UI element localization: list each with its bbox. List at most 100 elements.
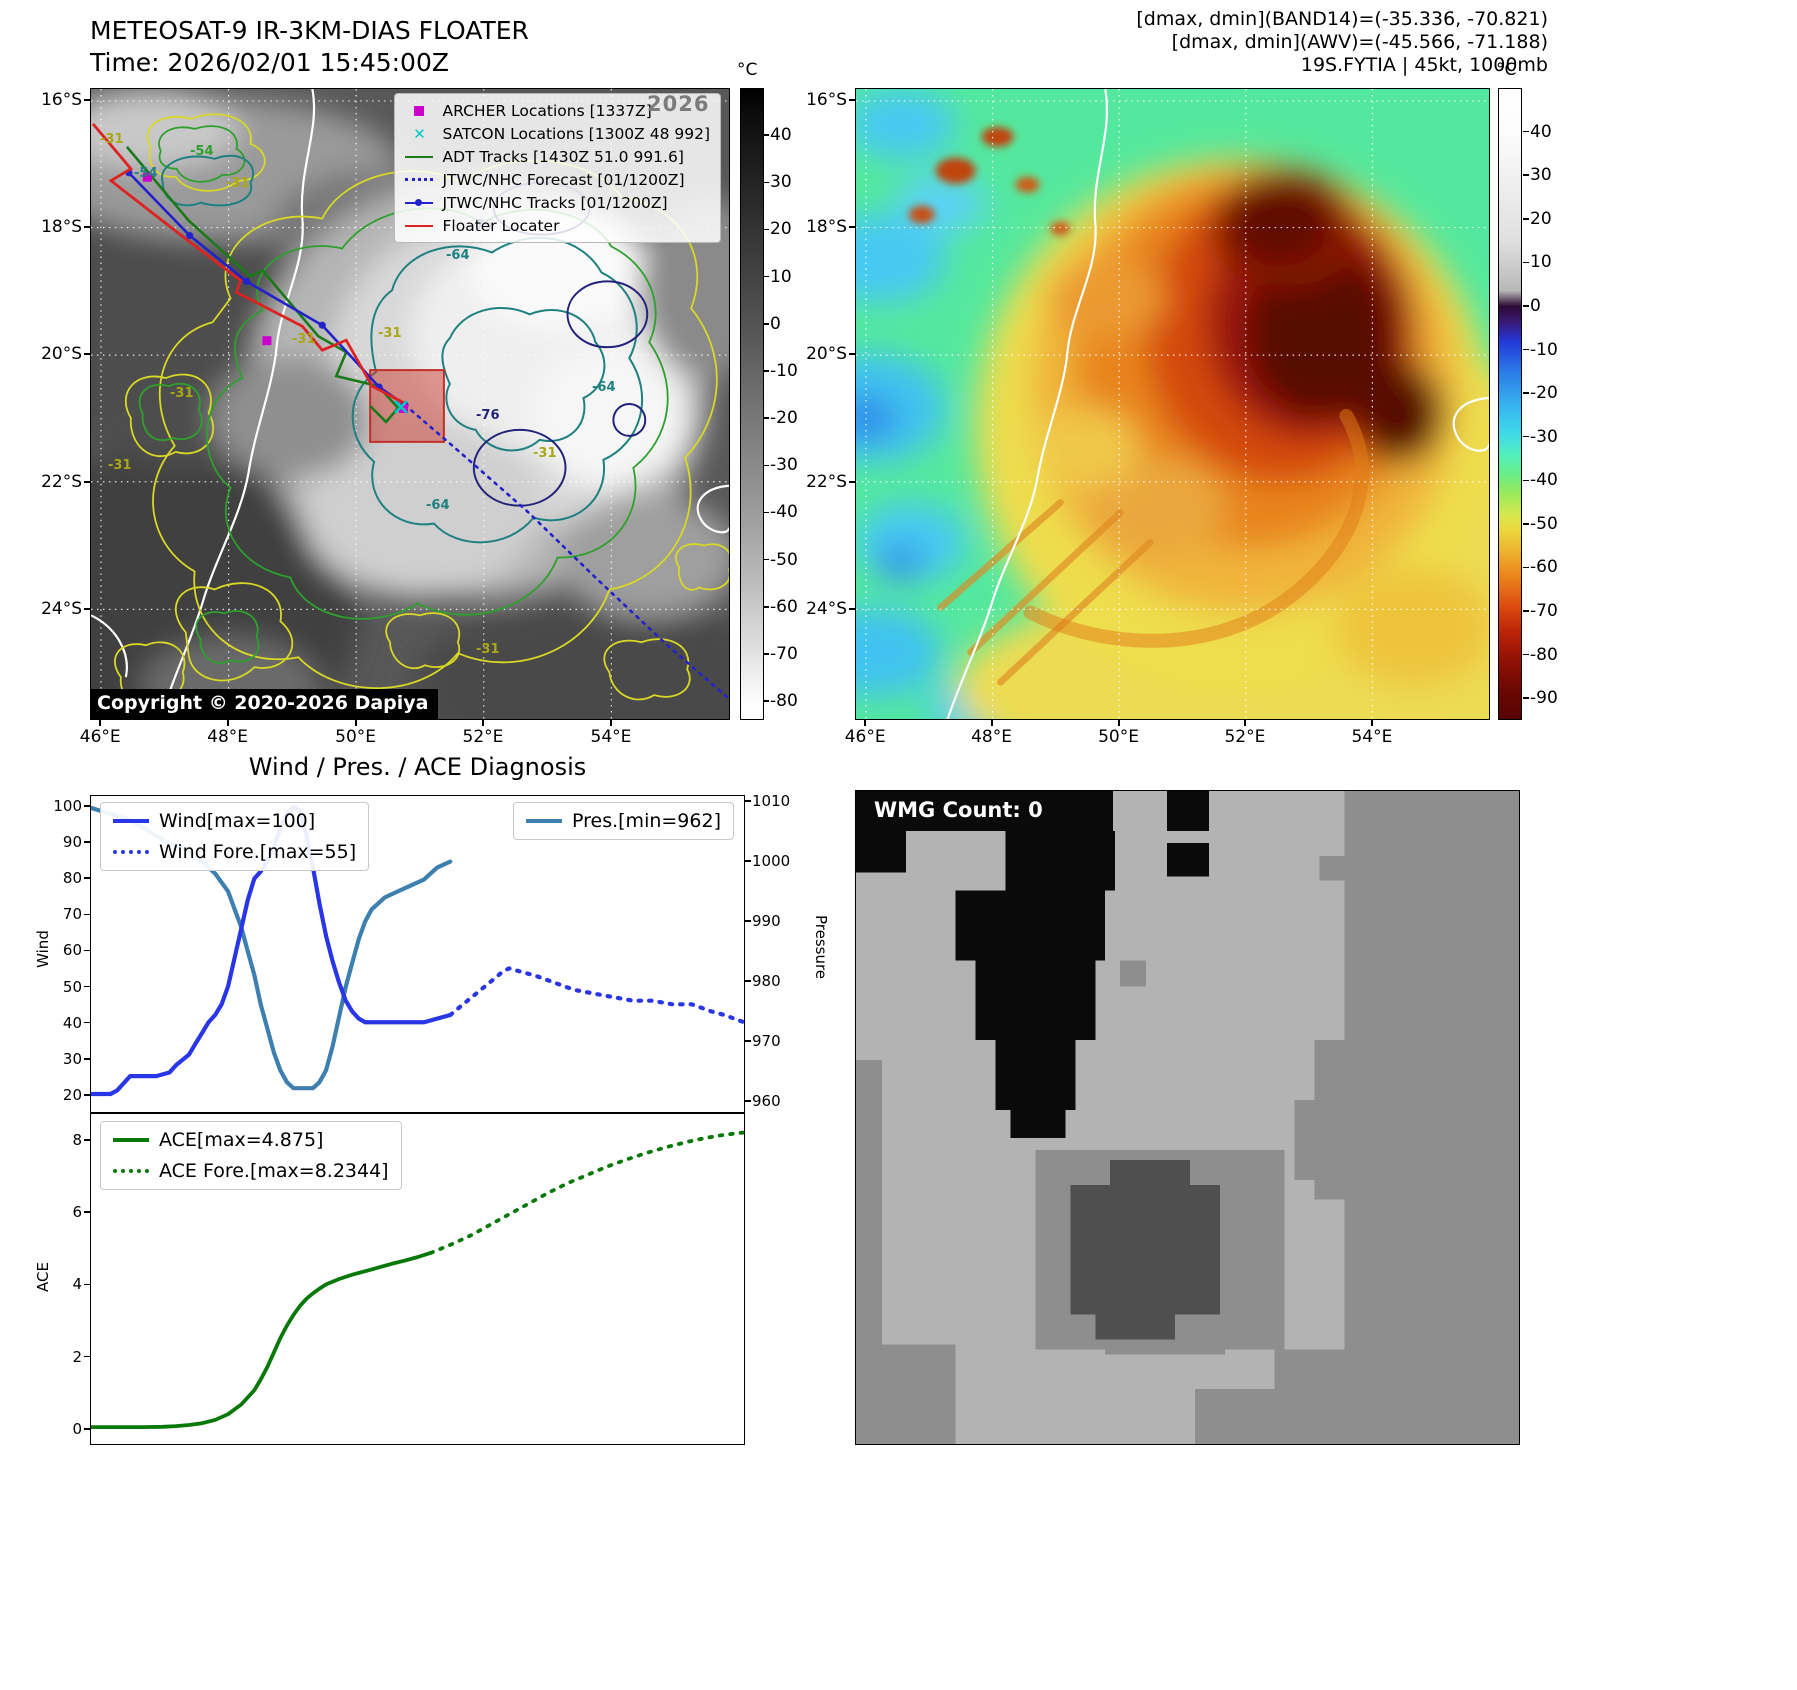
axis-tick bbox=[1523, 653, 1529, 656]
colorbar-tick-label: -40 bbox=[770, 502, 798, 523]
axis-tick bbox=[1523, 479, 1529, 482]
lat-tick-label: 18°S bbox=[41, 217, 82, 238]
axis-tick bbox=[849, 353, 855, 356]
contour-label: -54 bbox=[134, 166, 158, 181]
ace-tick-label: 6 bbox=[72, 1203, 82, 1222]
colorbar-tick-label: -80 bbox=[770, 691, 798, 712]
ace-tick-label: 8 bbox=[72, 1131, 82, 1150]
colorbar-tick-label: -80 bbox=[1530, 644, 1558, 665]
ir-map-panel: -31-31-54-54-31-31-31-31-64-64-64-76-76-… bbox=[90, 88, 730, 720]
pressure-legend-label: Pres.[min=962] bbox=[572, 810, 721, 832]
axis-tick bbox=[84, 1021, 90, 1024]
ace-lines bbox=[91, 1130, 744, 1429]
lon-tick-label: 48°E bbox=[971, 727, 1012, 747]
ace-legend-label: ACE[max=4.875] bbox=[159, 1129, 324, 1151]
axis-tick bbox=[763, 511, 769, 514]
contour-label: -64 bbox=[592, 380, 616, 395]
contour-label: -31 bbox=[292, 332, 316, 347]
ace-tick-label: 2 bbox=[72, 1347, 82, 1366]
colorbar-tick-label: 20 bbox=[1530, 208, 1552, 229]
pressure-tick-label: 990 bbox=[752, 912, 781, 930]
axis-tick bbox=[745, 800, 751, 802]
ir-colorbar-unit: °C bbox=[737, 60, 758, 80]
colorbar-tick-label: -20 bbox=[1530, 383, 1558, 404]
axis-tick bbox=[84, 353, 90, 356]
axis-tick bbox=[849, 607, 855, 610]
lat-tick-label: 20°S bbox=[41, 344, 82, 365]
colorbar-tick-label: 30 bbox=[1530, 165, 1552, 186]
legend-row-forecast: JTWC/NHC Forecast [01/1200Z] bbox=[403, 169, 710, 190]
colorbar-tick-label: 30 bbox=[770, 172, 792, 193]
pressure-axis-label: Pressure bbox=[812, 914, 830, 980]
axis-tick bbox=[84, 480, 90, 483]
pressure-line-icon bbox=[526, 819, 562, 823]
annotation-awv: [dmax, dmin](AWV)=(-45.566, -71.188) bbox=[1171, 31, 1548, 53]
ir-colorbar bbox=[740, 88, 764, 720]
coastline bbox=[91, 89, 729, 719]
coastline bbox=[946, 89, 1489, 719]
colorbar-tick-label: 20 bbox=[770, 219, 792, 240]
annotation-block: [dmax, dmin](BAND14)=(-35.336, -70.821) … bbox=[950, 8, 1548, 77]
axis-tick bbox=[1243, 720, 1246, 726]
pressure-tick-label: 1000 bbox=[752, 852, 791, 870]
colorbar-tick-label: 10 bbox=[770, 266, 792, 287]
series-ACE Fore.[max=8.2344] bbox=[428, 1130, 744, 1255]
axis-tick bbox=[1370, 720, 1373, 726]
jtwc-track-line bbox=[127, 171, 406, 407]
colorbar-tick-label: 40 bbox=[1530, 121, 1552, 142]
colorbar-tick-label: 40 bbox=[770, 125, 792, 146]
axis-tick bbox=[84, 805, 90, 807]
lon-tick-label: 50°E bbox=[335, 727, 377, 747]
contour-label: -31 bbox=[226, 176, 250, 191]
pressure-tick-label: 960 bbox=[752, 1092, 781, 1110]
axis-tick bbox=[1523, 392, 1529, 394]
legend-label: Floater Locater bbox=[442, 216, 560, 235]
axis-tick bbox=[1523, 174, 1529, 176]
axis-tick bbox=[763, 228, 769, 231]
contour-label: -31 bbox=[170, 386, 194, 401]
wind-tick-label: 60 bbox=[62, 941, 82, 960]
axis-tick bbox=[84, 1355, 90, 1358]
legend-row-track: JTWC/NHC Tracks [01/1200Z] bbox=[403, 192, 710, 213]
lat-tick-label: 20°S bbox=[806, 344, 847, 365]
axis-tick bbox=[84, 913, 90, 915]
ace-line-icon bbox=[113, 1138, 149, 1142]
lon-tick-label: 54°E bbox=[1351, 727, 1393, 747]
colorbar-tick-label: 0 bbox=[1530, 295, 1541, 316]
colorbar-tick-label: -60 bbox=[1530, 557, 1558, 578]
axis-tick bbox=[481, 720, 484, 726]
annotation-storm-info: 19S.FYTIA | 45kt, 1000mb bbox=[1300, 54, 1548, 76]
axis-tick bbox=[84, 949, 90, 952]
axis-tick bbox=[1523, 305, 1529, 307]
wind-fore-dotted-icon bbox=[113, 850, 149, 854]
legend-row-satcon: ✕ SATCON Locations [1300Z 48 992] bbox=[403, 123, 710, 144]
axis-tick bbox=[1523, 218, 1529, 220]
ir-title: METEOSAT-9 IR-3KM-DIAS FLOATER bbox=[90, 16, 529, 45]
contour-label: -31 bbox=[476, 642, 500, 657]
axis-tick bbox=[745, 980, 751, 982]
wind-tick-label: 20 bbox=[62, 1085, 82, 1104]
pressure-tick-label: 980 bbox=[752, 972, 781, 990]
axis-tick bbox=[763, 134, 769, 136]
wind-legend-row: Wind[max=100] bbox=[113, 810, 356, 832]
adt-line-icon bbox=[405, 155, 434, 158]
axis-tick bbox=[84, 1428, 90, 1430]
wind-tick-label: 80 bbox=[62, 869, 82, 888]
axis-tick bbox=[84, 841, 90, 843]
legend-label: JTWC/NHC Forecast [01/1200Z] bbox=[442, 170, 685, 189]
series-ACE[max=4.875] bbox=[91, 1251, 433, 1429]
axis-tick bbox=[763, 323, 769, 325]
axis-tick bbox=[84, 226, 90, 229]
enhanced-colorbar bbox=[1498, 88, 1522, 720]
axis-tick bbox=[763, 370, 769, 372]
axis-tick bbox=[864, 720, 867, 726]
pressure-tick-label: 1010 bbox=[752, 792, 791, 810]
colorbar-tick-label: -60 bbox=[770, 596, 798, 617]
ir-time: Time: 2026/02/01 15:45:00Z bbox=[90, 48, 449, 77]
legend-label: ADT Tracks [1430Z 51.0 991.6] bbox=[442, 147, 684, 166]
axis-tick bbox=[84, 607, 90, 610]
wmg-panel: WMG Count: 0 bbox=[855, 790, 1520, 1445]
satcon-x-icon: ✕ bbox=[413, 124, 426, 143]
colorbar-tick-label: -90 bbox=[1530, 688, 1558, 709]
lon-tick-label: 48°E bbox=[207, 727, 249, 747]
